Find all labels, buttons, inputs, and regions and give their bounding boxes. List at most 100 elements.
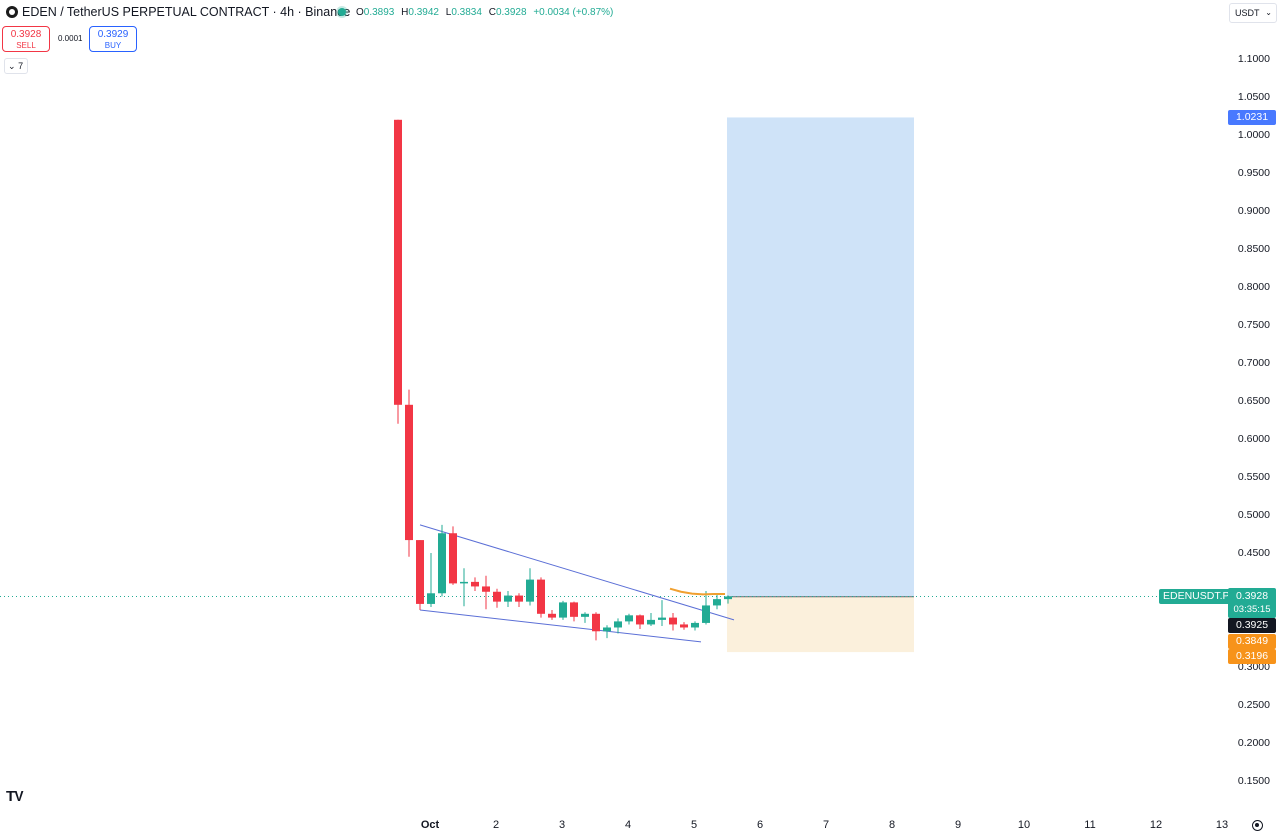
candle-body	[526, 579, 534, 602]
candle-body	[515, 595, 523, 602]
chart-header: EDEN / TetherUS PERPETUAL CONTRACT · 4h …	[0, 0, 1220, 24]
open-label: O	[356, 7, 364, 18]
time-scale[interactable]: Oct 2 3 4 5 6 7 8 9 10 11 12 13	[0, 814, 1280, 836]
time-tick: 13	[1215, 819, 1229, 831]
sell-button[interactable]: 0.3928 SELL	[2, 26, 50, 52]
price-tick: 0.2000	[1237, 737, 1270, 749]
candle-body	[416, 540, 424, 604]
price-tick: 0.5500	[1237, 471, 1270, 483]
candle-body	[702, 605, 710, 623]
candle-body	[647, 619, 655, 625]
candle-body	[713, 599, 721, 606]
candle-body	[504, 595, 512, 602]
candle-body	[636, 615, 644, 625]
buy-price: 0.3929	[97, 29, 129, 40]
buy-label: BUY	[104, 41, 122, 50]
candle-body	[394, 119, 402, 405]
candle-body	[537, 579, 545, 614]
ohlc-legend: O0.3893 H0.3942 L0.3834 C0.3928 +0.0034 …	[356, 7, 617, 18]
chevron-down-icon: ⌄	[1265, 8, 1272, 17]
target-price-tag: 1.0231	[1228, 109, 1276, 125]
trendline-0	[419, 524, 735, 621]
price-tick: 1.0500	[1237, 91, 1270, 103]
candle-body	[460, 581, 468, 584]
time-tick: 6	[756, 819, 764, 831]
trendline-1	[419, 609, 702, 643]
candle-body	[559, 602, 567, 618]
time-tick: 5	[690, 819, 698, 831]
candle-body	[691, 622, 699, 628]
candle-body	[658, 617, 666, 620]
time-tick: 11	[1084, 819, 1096, 831]
price-tick: 0.7500	[1237, 319, 1270, 331]
candle-body	[405, 404, 413, 541]
entry-price-tag: 0.3925	[1228, 618, 1276, 634]
time-tick: 3	[558, 819, 566, 831]
time-tick: Oct	[420, 819, 440, 831]
candle-body	[625, 615, 633, 622]
price-tick: 0.4500	[1237, 547, 1270, 559]
indicators-collapse-button[interactable]: ⌄ 7	[4, 58, 28, 74]
currency-select[interactable]: USDT ⌄	[1229, 3, 1277, 23]
last-price-value: 0.3928	[1235, 590, 1269, 603]
high-label: H	[401, 7, 409, 18]
time-tick: 4	[624, 819, 632, 831]
sell-price: 0.3928	[10, 29, 42, 40]
level-price-tag: 0.3849	[1228, 634, 1276, 650]
candle-body	[570, 602, 578, 617]
time-tick: 7	[822, 819, 830, 831]
high-value: 0.3942	[408, 7, 439, 18]
open-value: 0.3893	[363, 7, 395, 18]
sell-label: SELL	[16, 41, 36, 50]
candle-body	[438, 533, 446, 594]
candle-body	[603, 627, 611, 632]
price-tick: 0.8500	[1237, 243, 1270, 255]
candle-body	[614, 621, 622, 628]
time-tick: 2	[492, 819, 500, 831]
symbol-logo-icon	[6, 6, 18, 18]
symbol-title[interactable]: EDEN / TetherUS PERPETUAL CONTRACT · 4h …	[22, 5, 351, 19]
gear-icon[interactable]	[1252, 820, 1263, 831]
candle-body	[548, 613, 556, 618]
price-tick: 0.9500	[1237, 167, 1270, 179]
time-tick: 10	[1017, 819, 1031, 831]
price-tick: 1.0000	[1237, 129, 1270, 141]
candle-body	[449, 533, 457, 584]
candle-body	[669, 617, 677, 625]
close-value: 0.3928	[495, 7, 527, 18]
currency-label: USDT	[1235, 8, 1260, 18]
market-status-icon	[338, 8, 346, 16]
price-scale[interactable]: 1.1000 1.0500 1.0000 0.9500 0.9000 0.8500 0.80…	[1216, 24, 1280, 814]
candle-body	[592, 613, 600, 632]
candle-body	[482, 586, 490, 592]
price-tick: 0.7000	[1237, 357, 1270, 369]
candle-body	[724, 596, 732, 600]
candle-body	[680, 624, 688, 628]
indicator-count: 7	[18, 61, 24, 71]
price-tick: 0.6500	[1237, 395, 1270, 407]
candle-body	[581, 613, 589, 617]
time-tick: 12	[1149, 819, 1163, 831]
price-tick: 0.2500	[1237, 699, 1270, 711]
chevron-down-icon: ⌄	[8, 61, 16, 71]
time-tick: 9	[954, 819, 962, 831]
price-tick: 0.5000	[1237, 509, 1270, 521]
low-value: 0.3834	[451, 7, 482, 18]
price-tick: 1.1000	[1237, 53, 1270, 65]
symbol-price-label: EDENUSDT.P	[1159, 589, 1234, 604]
tradingview-logo-icon[interactable]: TV	[6, 788, 24, 805]
moving-average-line	[669, 587, 725, 596]
buy-button[interactable]: 0.3929 BUY	[89, 26, 137, 52]
bar-countdown: 03:35:15	[1233, 604, 1271, 616]
stop-price-tag: 0.3196	[1228, 649, 1276, 665]
candle-body	[427, 593, 435, 604]
candle-body	[471, 581, 479, 587]
time-tick: 8	[888, 819, 896, 831]
change-value: +0.0034 (+0.87%)	[533, 7, 614, 18]
price-chart[interactable]	[0, 0, 1216, 814]
close-label: C	[488, 7, 496, 18]
candle-body	[493, 591, 501, 602]
last-price-tag: 0.3928 03:35:15	[1228, 588, 1276, 619]
price-tick: 0.6000	[1237, 433, 1270, 445]
price-tick: 0.9000	[1237, 205, 1270, 217]
